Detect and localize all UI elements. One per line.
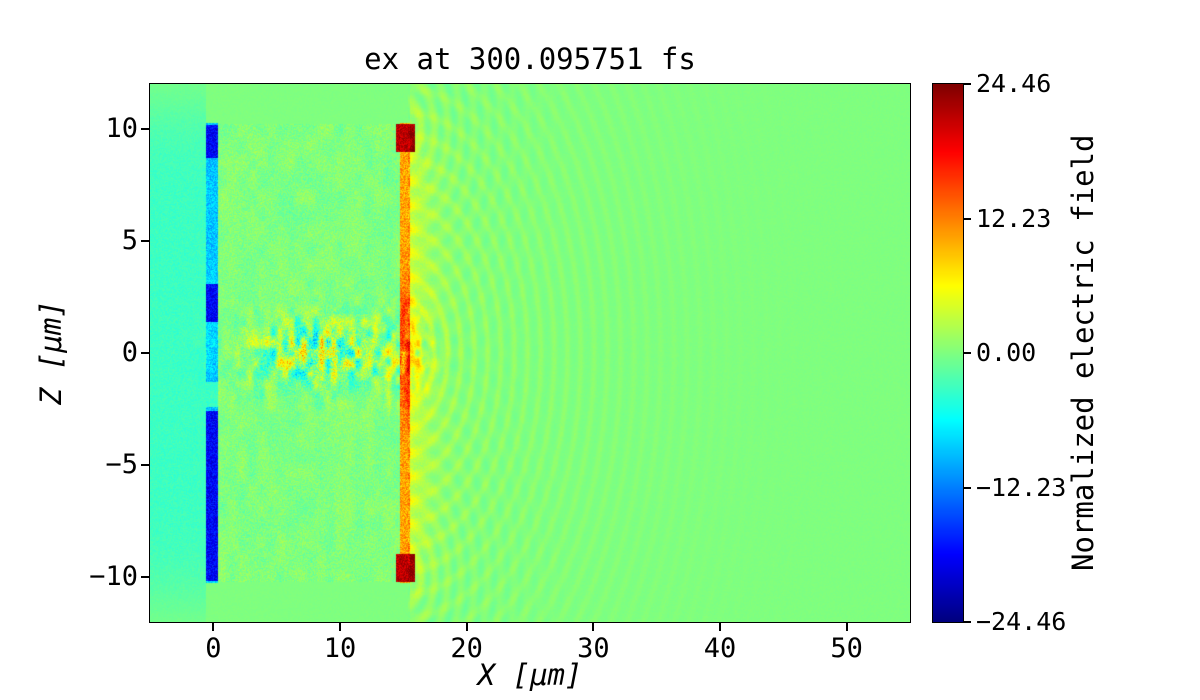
y-tick-label: −10 — [89, 561, 138, 593]
colorbar-tick-label: 12.23 — [976, 203, 1052, 233]
colorbar-tick — [964, 486, 971, 489]
colorbar-tick-label: 0.00 — [976, 338, 1037, 367]
x-tick — [719, 623, 721, 631]
colorbar-tick — [964, 217, 971, 220]
colorbar-tick — [964, 621, 971, 623]
x-tick-label: 30 — [577, 633, 610, 664]
colorbar-tick-label: −12.23 — [976, 472, 1067, 502]
y-tick-label: −5 — [105, 449, 138, 481]
y-tick — [141, 127, 149, 130]
x-tick-label: 20 — [450, 633, 483, 664]
plot-title: ex at 300.095751 fs — [364, 42, 696, 76]
y-tick — [141, 239, 149, 242]
y-tick-label: 5 — [121, 224, 138, 256]
x-tick — [339, 623, 341, 631]
y-tick-label: 0 — [121, 337, 138, 368]
colorbar-tick-label: −24.46 — [976, 607, 1067, 636]
x-tick-label: 40 — [703, 633, 737, 664]
x-tick — [592, 623, 595, 631]
heatmap-canvas — [150, 84, 910, 622]
colorbar-tick-label: 24.46 — [976, 69, 1052, 98]
colorbar-canvas — [933, 84, 963, 622]
x-tick — [465, 623, 468, 631]
x-axis-label: X [μm] — [477, 658, 583, 692]
y-tick — [141, 464, 149, 467]
colorbar-tick — [964, 352, 971, 354]
x-tick — [845, 623, 848, 631]
colorbar-frame — [932, 83, 964, 623]
x-tick — [212, 623, 215, 631]
x-tick-label: 50 — [830, 633, 863, 664]
y-tick — [141, 352, 149, 354]
y-tick — [141, 576, 149, 579]
plot-frame — [149, 83, 911, 623]
colorbar-tick — [964, 83, 971, 85]
x-tick-label: 10 — [323, 633, 357, 664]
y-tick-label: 10 — [105, 112, 138, 144]
x-tick-label: 0 — [205, 633, 222, 664]
colorbar-label: Normalized electric field — [1066, 134, 1100, 572]
